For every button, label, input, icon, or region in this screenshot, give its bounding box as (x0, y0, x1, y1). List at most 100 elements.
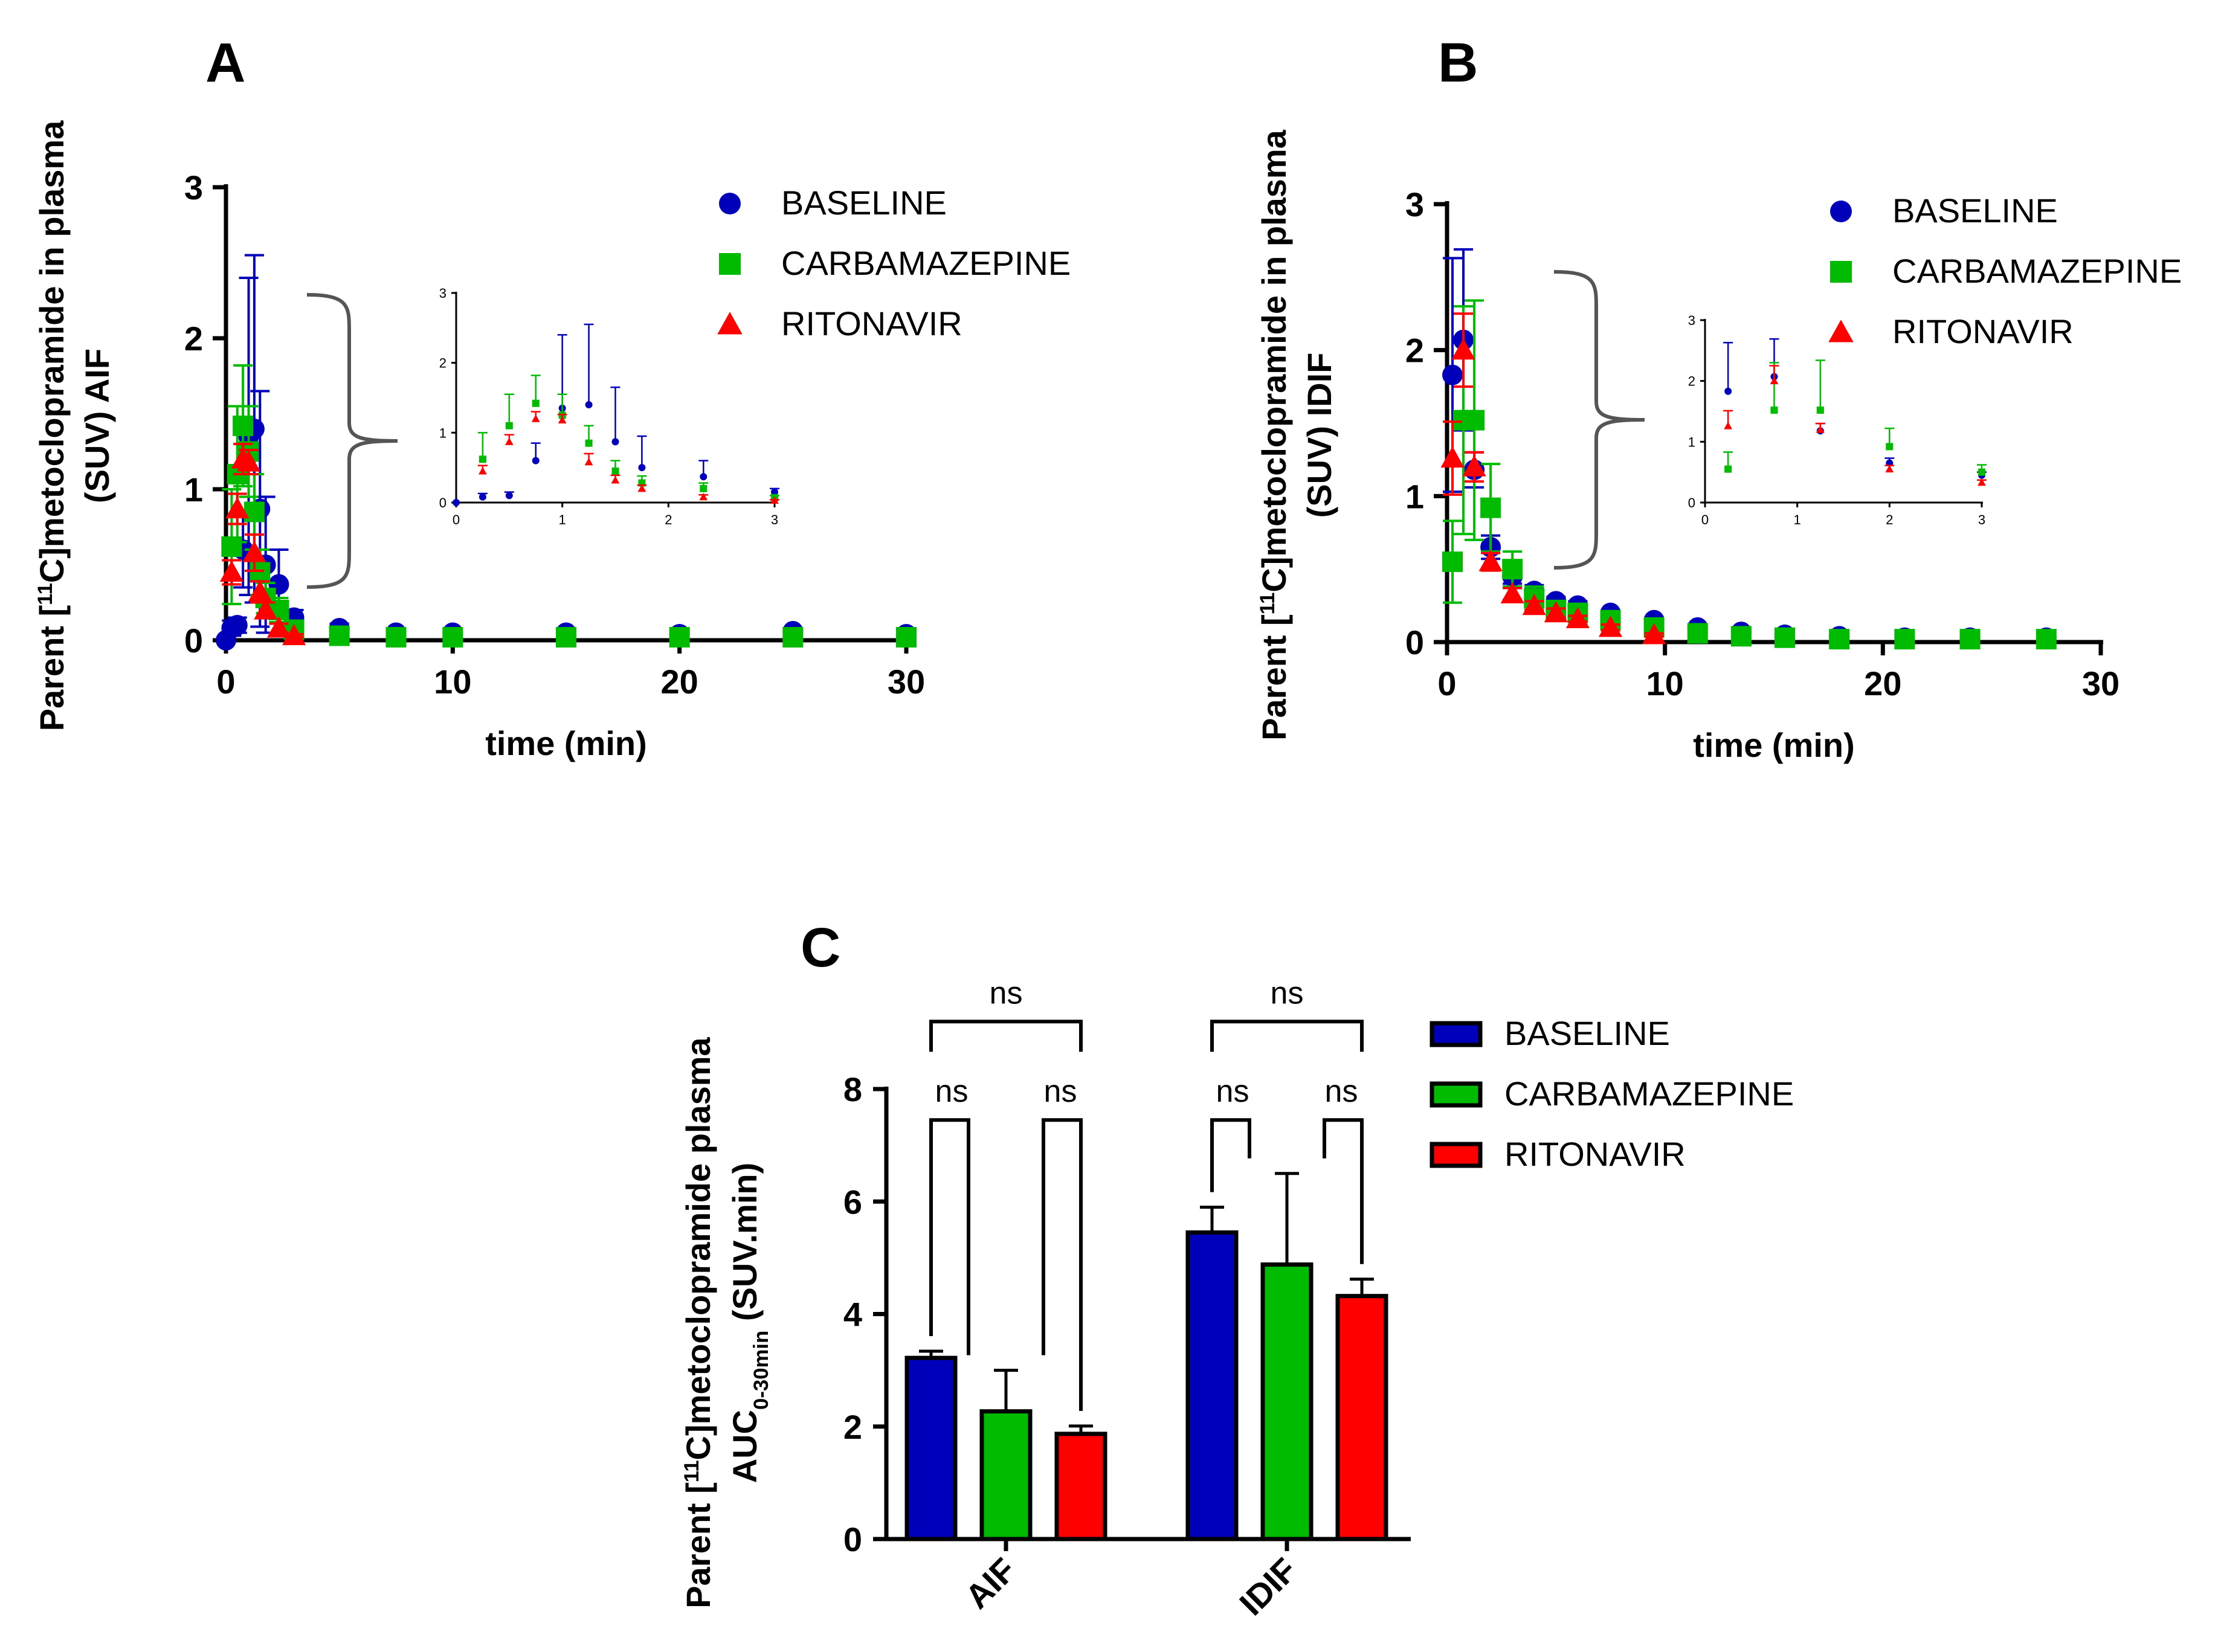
panel-a-x-axis-label: time (min) (485, 724, 647, 762)
panel-a-inset-point-ritonavir (531, 414, 540, 422)
panel-c-sig-bracket (929, 1118, 970, 1355)
panel-b-inset-ytick-label: 1 (1688, 434, 1695, 449)
panel-a-inset-point-carbamazepine (479, 455, 486, 463)
panel-a-ytick-label: 0 (184, 622, 203, 660)
panel-b-point-ritonavir (1462, 455, 1486, 477)
panel-c-sig-label: ns (990, 975, 1023, 1011)
panel-b-point-ritonavir (1451, 338, 1475, 360)
panel-a-legend-marker-baseline (719, 193, 741, 214)
panel-b-point-carbamazepine (1687, 623, 1708, 644)
panel-c-ytick-label: 8 (843, 1070, 862, 1108)
bar-idif-ritonavir (1335, 1294, 1388, 1541)
panel-a-inset-xtick-label: 2 (665, 512, 672, 527)
panel-a-inset-point-baseline (532, 457, 540, 464)
panel-a-inset-point-carbamazepine (532, 399, 540, 407)
panel-a-y-axis-label-line2: (SUV) AIF (78, 349, 116, 503)
panel-b-legend-marker-baseline (1830, 201, 1852, 222)
panel-b-inset-xtick-label: 0 (1701, 512, 1709, 527)
panel-b-point-carbamazepine (1730, 626, 1752, 647)
panel-a-inset-point-baseline (585, 401, 593, 409)
panel-a-xtick-label: 10 (434, 663, 471, 701)
panel-c-sig-bracket (1210, 1020, 1364, 1052)
panel-label-b: B (1438, 32, 1478, 94)
panel-b-legend-label-carbamazepine: CARBAMAZEPINE (1892, 252, 2182, 290)
panel-a-point-ritonavir (219, 560, 243, 582)
panel-b-point-ritonavir (1478, 550, 1503, 571)
panel-b-inset-ytick-label: 0 (1688, 495, 1695, 510)
panel-b-ytick-label: 3 (1405, 185, 1424, 223)
panel-b-inset-point-carbamazepine (1724, 465, 1732, 473)
panel-b-point-carbamazepine (1894, 629, 1915, 650)
panel-b-legend-marker-ritonavir (1828, 320, 1854, 342)
panel-a-point-carbamazepine (221, 536, 242, 557)
panel-c-sig-label: ns (935, 1074, 969, 1109)
panel-a-point-ritonavir (282, 623, 306, 646)
panel-b-legend-label-baseline: BASELINE (1892, 191, 2058, 230)
panel-c-category-label: IDIF (1232, 1551, 1304, 1622)
bar-aif-ritonavir (1054, 1432, 1107, 1541)
panel-a-inset-ytick-label: 1 (439, 425, 446, 440)
panel-b-y-axis-label: Parent [11C]metoclopramide in plasma (1255, 129, 1293, 741)
panel-a-ytick-label: 1 (184, 471, 203, 509)
panel-b-point-ritonavir (1522, 594, 1546, 615)
panel-c-sig-label: ns (1271, 975, 1304, 1011)
panel-b-xtick-label: 30 (2082, 664, 2119, 702)
panel-c-legend-label-ritonavir: RITONAVIR (1504, 1135, 1686, 1173)
panel-b-point-ritonavir (1500, 582, 1524, 603)
panel-c-category-label: AIF (958, 1551, 1023, 1616)
panel-b-point-ritonavir (1544, 601, 1568, 623)
panel-b-inset-point-carbamazepine (1886, 443, 1894, 451)
panel-c-legend-swatch-ritonavir (1430, 1142, 1483, 1168)
panel-b-point-carbamazepine (1502, 559, 1523, 580)
panel-a-inset-ytick-label: 2 (439, 356, 446, 371)
panel-c-ytick-label: 2 (843, 1408, 862, 1446)
panel-c-legend-swatch-baseline (1430, 1021, 1483, 1047)
panel-b-inset-ytick-label: 3 (1688, 313, 1695, 328)
panel-b-inset-xtick-label: 3 (1978, 512, 1985, 527)
panel-b-y-axis-label-line2: (SUV) IDIF (1300, 353, 1338, 518)
panel-a-ytick-label: 2 (184, 320, 203, 358)
panel-c-y-axis-label: Parent [11C]metoclopramide plasma (679, 1037, 717, 1608)
panel-c-legend-label-carbamazepine: CARBAMAZEPINE (1504, 1075, 1794, 1113)
panel-a-point-ritonavir (242, 541, 266, 562)
panel-a-inset-point-carbamazepine (585, 439, 593, 447)
panel-b-inset-point-ritonavir (1770, 376, 1779, 385)
panel-a-inset-point-ritonavir (558, 416, 567, 424)
panel-b-inset-point-carbamazepine (1770, 406, 1778, 414)
panel-a-xtick-label: 0 (216, 663, 235, 701)
panel-a-inset-point-ritonavir (504, 437, 514, 445)
panel-a-inset-point-ritonavir (479, 467, 487, 475)
panel-b-point-baseline (1442, 364, 1463, 385)
panel-c-sig-bracket (1323, 1118, 1364, 1264)
panel-b-point-carbamazepine (1442, 551, 1463, 573)
panel-b-inset-point-carbamazepine (1816, 406, 1824, 414)
panel-a-inset-point-baseline (771, 488, 778, 496)
panel-b-point-ritonavir (1642, 623, 1666, 644)
panel-b-point-carbamazepine (1464, 410, 1485, 431)
panel-c-ytick-label: 6 (843, 1183, 862, 1221)
panel-b-ytick-label: 0 (1405, 623, 1424, 661)
panel-c-ytick-label: 0 (843, 1520, 862, 1558)
panel-a-inset-point-baseline (505, 492, 513, 500)
panel-c-chart: 0 2 4 6 8 Parent [11C]metoclopramide plasma AU… (679, 975, 1794, 1622)
panel-c-sig-label: ns (1216, 1074, 1249, 1109)
panel-a-inset-ytick-label: 3 (439, 286, 446, 301)
panel-a-point-carbamazepine (782, 627, 804, 648)
panel-a-inset-point-carbamazepine (611, 467, 619, 475)
panel-b-point-ritonavir (1565, 606, 1590, 628)
panel-a-inset-point-carbamazepine (505, 422, 513, 429)
panel-a-inset-point-baseline (611, 438, 619, 446)
bar-aif-carbamazepine (979, 1409, 1033, 1541)
panel-a-inset-xtick-label: 3 (771, 512, 778, 527)
panel-b-inset-point-carbamazepine (1978, 468, 1985, 476)
panel-a-inset-point-ritonavir (699, 492, 708, 501)
panel-a-inset-point-ritonavir (611, 476, 620, 484)
panel-b-inset-point-ritonavir (1816, 425, 1825, 433)
panel-a-inset-xtick-label: 0 (453, 512, 460, 527)
panel-b-point-carbamazepine (1829, 629, 1850, 650)
panel-a-point-ritonavir (266, 616, 291, 638)
panel-b-inset-xtick-label: 1 (1794, 512, 1801, 527)
